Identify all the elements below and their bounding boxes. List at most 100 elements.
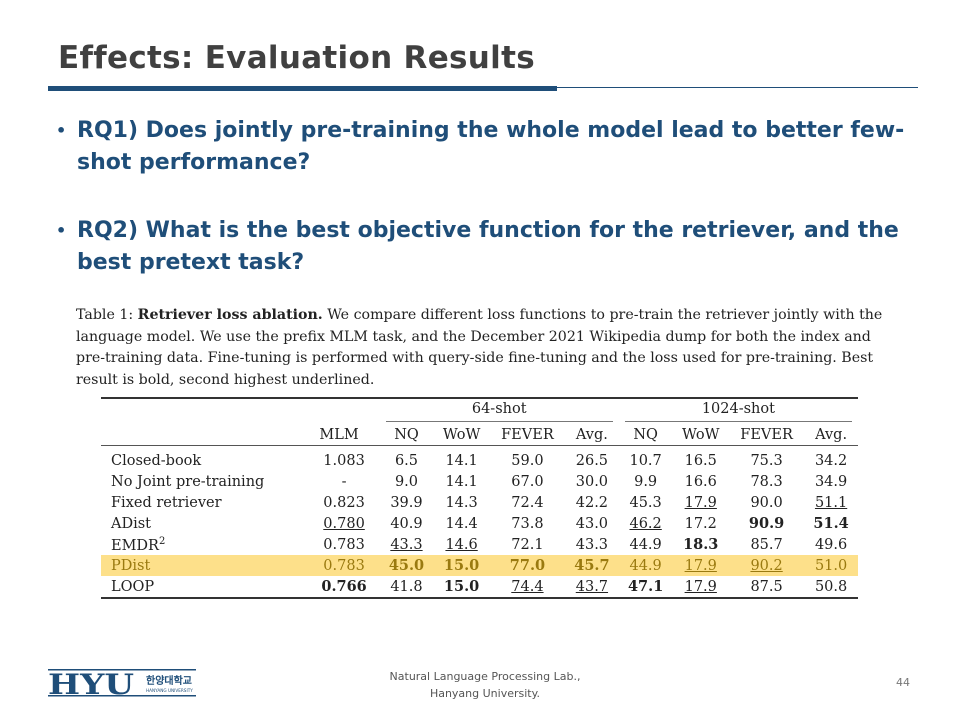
page-number: 44 [896, 676, 910, 689]
cell-value: 49.6 [814, 536, 848, 553]
cell-value: 0.823 [323, 494, 365, 511]
table-cell: 0.780 [309, 513, 380, 534]
column-header: NQ [379, 424, 434, 446]
table-cell: 51.0 [804, 555, 858, 576]
cell-value: 15.0 [443, 578, 480, 595]
table-cell: 50.8 [804, 576, 858, 599]
cell-value: 41.8 [390, 578, 423, 595]
table-cell: 59.0 [490, 446, 565, 472]
row-label-text: ADist [111, 515, 152, 532]
cell-value: 17.9 [684, 578, 717, 595]
table-cell: 0.766 [308, 576, 380, 599]
table-cell: 43.3 [565, 534, 619, 555]
table-cell: 14.6 [433, 534, 490, 555]
table-cell: 34.9 [804, 471, 858, 492]
cell-value: 34.9 [814, 473, 848, 490]
table-row: PDist 0.783 45.0 15.0 77.0 45.7 44.9 17.9 90.2 51… [101, 555, 858, 576]
cell-value: 45.7 [574, 557, 610, 574]
bullet-rq2: • RQ2) What is the best objective functi… [56, 215, 916, 279]
table-cell: 46.2 [619, 513, 673, 534]
caption-prefix: Table 1: [76, 307, 138, 323]
table-cell: 72.1 [490, 534, 565, 555]
table-cell: 43.7 [565, 576, 619, 599]
cell-value: 59.0 [511, 452, 544, 469]
cell-value: 30.0 [575, 473, 609, 490]
group-1024-shot: 1024-shot [619, 398, 858, 424]
cell-value: 16.5 [684, 452, 717, 469]
table-cell: 6.5 [380, 446, 434, 472]
table-cell: 0.823 [309, 492, 380, 513]
table-cell: 16.5 [673, 446, 730, 472]
table-cell: 18.3 [673, 534, 730, 555]
cell-value: 0.780 [323, 515, 365, 532]
caption-bold: Retriever loss ablation. [137, 307, 323, 323]
column-header: Avg. [804, 424, 858, 446]
column-header: MLM [308, 424, 380, 446]
table-cell: 51.4 [804, 513, 858, 534]
table-cell: 30.0 [565, 471, 619, 492]
column-header: WoW [672, 424, 729, 446]
cell-value: 43.0 [575, 515, 609, 532]
table-cell: 34.2 [804, 446, 858, 472]
row-label: No Joint pre-training [101, 471, 309, 492]
table-cell: 40.9 [380, 513, 434, 534]
table-cell: 45.0 [379, 555, 434, 576]
cell-value: 72.4 [511, 494, 544, 511]
row-label-text: EMDR [111, 537, 159, 554]
table-cell: 26.5 [565, 446, 619, 472]
table-cell: 10.7 [619, 446, 673, 472]
table-cell: 9.9 [619, 471, 673, 492]
table-cell: 17.2 [673, 513, 730, 534]
cell-value: 16.6 [684, 473, 717, 490]
cell-value: 90.2 [750, 557, 783, 574]
table-cell: 47.1 [618, 576, 673, 599]
table-cell: 85.7 [729, 534, 804, 555]
row-label: EMDR2 [101, 534, 309, 555]
row-label: Closed-book [101, 446, 309, 472]
table-row: LOOP 0.766 41.8 15.0 74.4 43.7 47.1 17.9 87.5 50.… [101, 576, 858, 599]
table-cell: 75.3 [729, 446, 804, 472]
table-cell: 16.6 [673, 471, 730, 492]
title-underline-thin [557, 87, 918, 88]
column-header: Avg. [565, 424, 619, 446]
cell-value: 1.083 [323, 452, 365, 469]
row-label: PDist [101, 555, 309, 576]
cell-value: 78.3 [750, 473, 783, 490]
cell-value: 75.3 [750, 452, 783, 469]
cell-value: 40.9 [390, 515, 423, 532]
row-label-text: No Joint pre-training [111, 473, 265, 490]
cell-value: 47.1 [627, 578, 664, 595]
table-cell: 17.9 [673, 492, 730, 513]
cell-value: 0.783 [323, 536, 365, 553]
footer-lab: Natural Language Processing Lab., [389, 670, 581, 683]
group-header-row: 64-shot 1024-shot [101, 398, 858, 424]
cell-value: 44.9 [629, 557, 662, 574]
logo-english: HANYANG UNIVERSITY [146, 688, 193, 693]
cell-value: 14.6 [445, 536, 478, 553]
cell-value: 15.0 [443, 557, 480, 574]
table-cell: 45.7 [565, 555, 619, 576]
cell-value: 9.0 [394, 473, 418, 490]
cell-value: 18.3 [683, 536, 719, 553]
column-header: NQ [618, 424, 673, 446]
cell-value: 77.0 [509, 557, 546, 574]
cell-value: 85.7 [750, 536, 783, 553]
footer-university: Hanyang University. [429, 687, 541, 700]
row-label: ADist [101, 513, 309, 534]
table-cell: 15.0 [433, 555, 490, 576]
cell-value: 34.2 [814, 452, 848, 469]
table-cell: 14.1 [433, 471, 490, 492]
cell-value: 17.9 [684, 494, 717, 511]
table-cell: - [309, 471, 380, 492]
cell-value: 10.7 [629, 452, 662, 469]
table-cell: 14.4 [433, 513, 490, 534]
table-cell: 42.2 [565, 492, 619, 513]
row-label: LOOP [101, 576, 309, 599]
title-underline-thick [48, 86, 557, 91]
table-row: Closed-book 1.083 6.5 14.1 59.0 26.5 10.7 16.5 7… [101, 446, 858, 472]
table-cell: 49.6 [804, 534, 858, 555]
cell-value: 17.2 [684, 515, 717, 532]
slide-title: Effects: Evaluation Results [58, 40, 535, 76]
table-cell: 41.8 [379, 576, 434, 599]
bullet-dot: • [56, 121, 67, 140]
